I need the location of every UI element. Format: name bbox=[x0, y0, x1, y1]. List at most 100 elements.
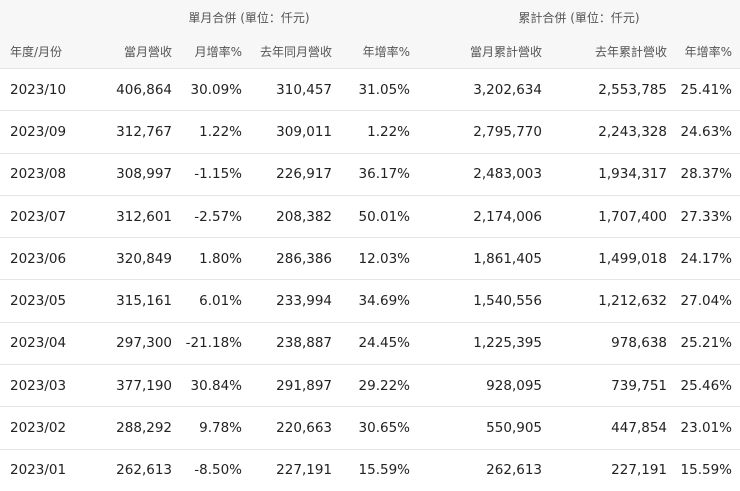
cell-cumulative-yoy: 24.17% bbox=[675, 237, 740, 280]
cell-cumulative-yoy: 27.33% bbox=[675, 194, 740, 238]
cell-monthly-revenue: 315,161 bbox=[80, 279, 180, 323]
cell-cumulative-yoy: 27.04% bbox=[675, 279, 740, 323]
cell-last-year-cumulative: 739,751 bbox=[550, 364, 675, 407]
cell-cumulative-revenue: 3,202,634 bbox=[418, 67, 550, 111]
table-row: 2023/05 315,161 6.01% 233,994 34.69% 1,540,55… bbox=[0, 279, 740, 323]
table-row: 2023/09 312,767 1.22% 309,011 1.22% 2,795,770… bbox=[0, 110, 740, 154]
cell-cumulative-yoy: 25.21% bbox=[675, 321, 740, 365]
cell-cumulative-revenue: 2,483,003 bbox=[418, 152, 550, 196]
col-header-mom-growth: 月增率% bbox=[180, 34, 250, 69]
cell-mom-growth: -1.15% bbox=[180, 152, 250, 196]
table-body: 2023/10 406,864 30.09% 310,457 31.05% 3,202,6… bbox=[0, 67, 740, 491]
cell-mom-growth: 6.01% bbox=[180, 279, 250, 323]
cell-cumulative-yoy: 28.37% bbox=[675, 152, 740, 196]
cell-last-year-cumulative: 2,553,785 bbox=[550, 67, 675, 111]
col-header-yoy-growth: 年增率% bbox=[340, 34, 418, 69]
cell-cumulative-revenue: 550,905 bbox=[418, 406, 550, 450]
cell-cumulative-yoy: 25.41% bbox=[675, 67, 740, 111]
cell-last-year-cumulative: 1,499,018 bbox=[550, 237, 675, 280]
col-header-period: 年度/月份 bbox=[0, 34, 80, 69]
cell-last-year-month: 310,457 bbox=[250, 67, 340, 111]
cell-cumulative-yoy: 15.59% bbox=[675, 448, 740, 491]
table-row: 2023/07 312,601 -2.57% 208,382 50.01% 2,174,0… bbox=[0, 194, 740, 238]
cell-yoy-growth: 12.03% bbox=[340, 237, 418, 280]
cell-cumulative-revenue: 2,795,770 bbox=[418, 110, 550, 154]
cell-period: 2023/08 bbox=[0, 152, 80, 196]
group-header-row: 單月合併 (單位：仟元) 累計合併 (單位：仟元) bbox=[0, 0, 740, 34]
cell-monthly-revenue: 312,767 bbox=[80, 110, 180, 154]
cell-period: 2023/07 bbox=[0, 194, 80, 238]
cell-mom-growth: 1.22% bbox=[180, 110, 250, 154]
cell-period: 2023/04 bbox=[0, 321, 80, 365]
cell-cumulative-revenue: 928,095 bbox=[418, 364, 550, 407]
cell-last-year-month: 226,917 bbox=[250, 152, 340, 196]
cell-last-year-cumulative: 978,638 bbox=[550, 321, 675, 365]
cell-yoy-growth: 29.22% bbox=[340, 364, 418, 407]
col-header-cumulative-revenue: 當月累計營收 bbox=[418, 34, 550, 69]
cell-mom-growth: 30.09% bbox=[180, 67, 250, 111]
cell-mom-growth: 9.78% bbox=[180, 406, 250, 450]
cell-yoy-growth: 50.01% bbox=[340, 194, 418, 238]
cell-cumulative-yoy: 24.63% bbox=[675, 110, 740, 154]
cell-last-year-month: 286,386 bbox=[250, 237, 340, 280]
table-row: 2023/01 262,613 -8.50% 227,191 15.59% 262,613… bbox=[0, 448, 740, 491]
cell-cumulative-yoy: 25.46% bbox=[675, 364, 740, 407]
cell-monthly-revenue: 406,864 bbox=[80, 67, 180, 111]
cell-last-year-cumulative: 1,707,400 bbox=[550, 194, 675, 238]
table-row: 2023/08 308,997 -1.15% 226,917 36.17% 2,483,0… bbox=[0, 152, 740, 196]
col-header-cumulative-yoy: 年增率% bbox=[675, 34, 740, 69]
cell-last-year-cumulative: 2,243,328 bbox=[550, 110, 675, 154]
cell-yoy-growth: 30.65% bbox=[340, 406, 418, 450]
group-header-monthly: 單月合併 (單位：仟元) bbox=[80, 0, 418, 34]
cell-period: 2023/10 bbox=[0, 67, 80, 111]
cell-monthly-revenue: 262,613 bbox=[80, 448, 180, 491]
cell-yoy-growth: 15.59% bbox=[340, 448, 418, 491]
cell-monthly-revenue: 288,292 bbox=[80, 406, 180, 450]
cell-yoy-growth: 34.69% bbox=[340, 279, 418, 323]
cell-period: 2023/01 bbox=[0, 448, 80, 491]
cell-last-year-cumulative: 1,934,317 bbox=[550, 152, 675, 196]
col-header-last-year-month: 去年同月營收 bbox=[250, 34, 340, 69]
cell-last-year-month: 227,191 bbox=[250, 448, 340, 491]
cell-monthly-revenue: 320,849 bbox=[80, 237, 180, 280]
cell-last-year-month: 208,382 bbox=[250, 194, 340, 238]
cell-yoy-growth: 24.45% bbox=[340, 321, 418, 365]
col-header-last-year-cumulative: 去年累計營收 bbox=[550, 34, 675, 69]
table-row: 2023/06 320,849 1.80% 286,386 12.03% 1,861,40… bbox=[0, 237, 740, 280]
cell-period: 2023/03 bbox=[0, 364, 80, 407]
cell-cumulative-yoy: 23.01% bbox=[675, 406, 740, 450]
table-row: 2023/04 297,300 -21.18% 238,887 24.45% 1,225,… bbox=[0, 321, 740, 365]
cell-yoy-growth: 36.17% bbox=[340, 152, 418, 196]
group-header-cumulative: 累計合併 (單位：仟元) bbox=[418, 0, 740, 34]
cell-mom-growth: -8.50% bbox=[180, 448, 250, 491]
cell-monthly-revenue: 377,190 bbox=[80, 364, 180, 407]
cell-period: 2023/02 bbox=[0, 406, 80, 450]
table-row: 2023/02 288,292 9.78% 220,663 30.65% 550,905 4… bbox=[0, 406, 740, 450]
cell-last-year-cumulative: 1,212,632 bbox=[550, 279, 675, 323]
cell-cumulative-revenue: 2,174,006 bbox=[418, 194, 550, 238]
cell-last-year-cumulative: 447,854 bbox=[550, 406, 675, 450]
cell-last-year-month: 291,897 bbox=[250, 364, 340, 407]
cell-last-year-month: 309,011 bbox=[250, 110, 340, 154]
table-row: 2023/03 377,190 30.84% 291,897 29.22% 928,095… bbox=[0, 364, 740, 407]
cell-mom-growth: 1.80% bbox=[180, 237, 250, 280]
table-row: 2023/10 406,864 30.09% 310,457 31.05% 3,202,6… bbox=[0, 67, 740, 111]
cell-monthly-revenue: 308,997 bbox=[80, 152, 180, 196]
cell-yoy-growth: 1.22% bbox=[340, 110, 418, 154]
cell-cumulative-revenue: 1,540,556 bbox=[418, 279, 550, 323]
cell-period: 2023/05 bbox=[0, 279, 80, 323]
cell-last-year-month: 238,887 bbox=[250, 321, 340, 365]
group-header-blank bbox=[0, 0, 80, 34]
cell-mom-growth: -2.57% bbox=[180, 194, 250, 238]
column-header-row: 年度/月份 當月營收 月增率% 去年同月營收 年增率% 當月累計營收 去年累計營… bbox=[0, 34, 740, 69]
col-header-monthly-revenue: 當月營收 bbox=[80, 34, 180, 69]
cell-cumulative-revenue: 1,225,395 bbox=[418, 321, 550, 365]
cell-cumulative-revenue: 1,861,405 bbox=[418, 237, 550, 280]
cell-yoy-growth: 31.05% bbox=[340, 67, 418, 111]
cell-monthly-revenue: 312,601 bbox=[80, 194, 180, 238]
cell-period: 2023/09 bbox=[0, 110, 80, 154]
cell-mom-growth: -21.18% bbox=[180, 321, 250, 365]
cell-period: 2023/06 bbox=[0, 237, 80, 280]
cell-last-year-month: 233,994 bbox=[250, 279, 340, 323]
